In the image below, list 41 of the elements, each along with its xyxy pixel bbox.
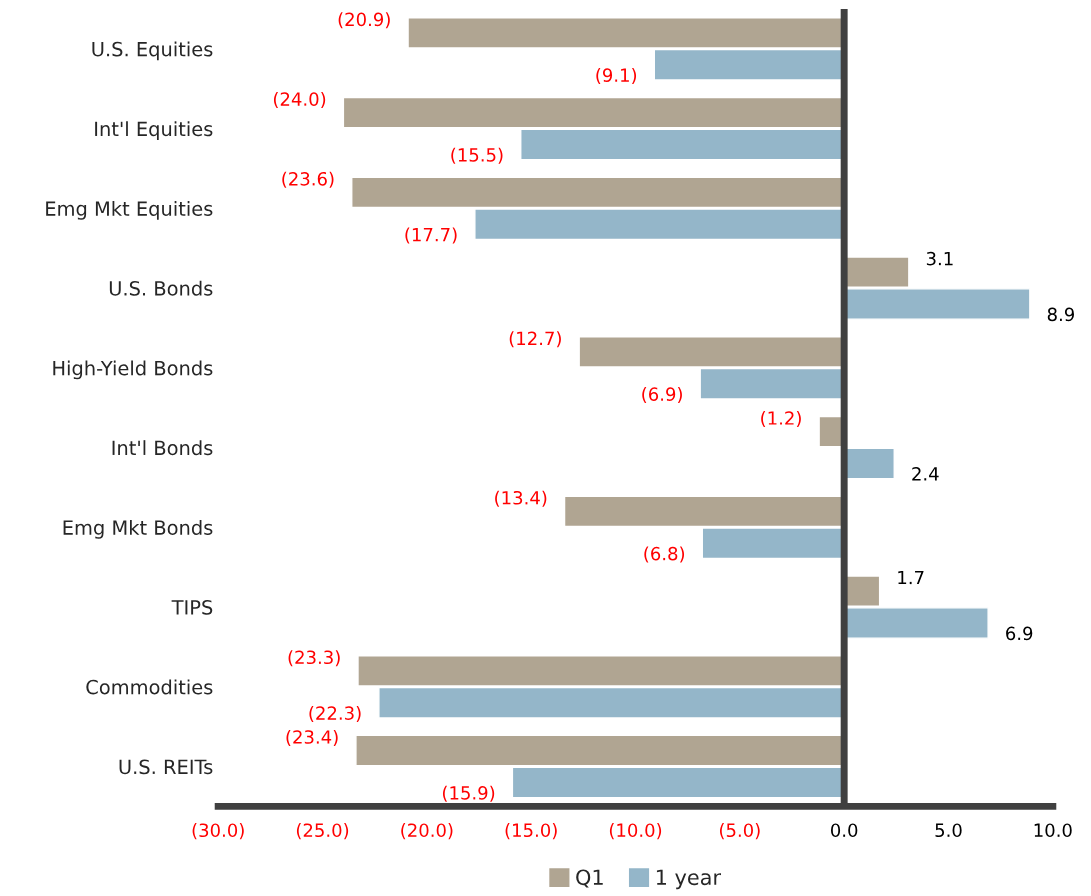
data-label: (22.3) [309,705,361,723]
y-tick-label: Emg Mkt Equities [46,200,213,220]
data-label: (15.5) [451,147,503,164]
y-tick-label: Int'l Bonds [112,440,213,456]
data-label: (6.9) [642,387,682,404]
x-tick-label: (20.0) [401,823,453,840]
x-tick-label: 10.0 [1034,823,1072,838]
data-label: (20.9) [338,12,390,29]
y-tick-label: U.S. REITs [119,759,213,775]
data-label: (13.4) [495,490,547,507]
x-tick-label: (5.0) [719,823,760,840]
x-tick-label: (25.0) [296,823,349,840]
data-label: (23.6) [282,171,334,188]
y-tick-label: U.S. Equities [92,41,213,61]
legend-label: 1 year [656,869,722,890]
data-label: (24.0) [273,91,326,109]
y-tick-label: Emg Mkt Bonds [63,519,213,539]
x-tick-label: (30.0) [192,823,244,840]
x-tick-label: (15.0) [505,823,557,840]
x-tick-label: (10.0) [609,823,662,840]
data-label: (6.8) [644,546,685,563]
data-label: (9.1) [596,68,637,85]
x-tick-label: 5.0 [935,823,962,838]
legend-label: Q1 [576,869,603,888]
y-tick-label: TIPS [171,600,213,615]
y-tick-label: High-Yield Bonds [53,360,213,380]
data-label: (23.3) [288,650,340,667]
data-label: (1.2) [761,410,801,427]
data-label: (12.7) [509,331,561,348]
data-label: 8.9 [1047,307,1074,322]
data-label: 1.7 [898,570,924,585]
data-label: (23.4) [286,729,338,746]
data-label: 2.4 [912,467,939,481]
y-tick-label: Commodities [86,679,213,695]
data-label: 6.9 [1006,626,1033,641]
y-tick-label: U.S. Bonds [109,280,213,296]
data-label: 3.1 [926,251,953,266]
data-label: (15.9) [442,785,495,802]
x-tick-label: 0.0 [830,823,858,838]
y-tick-label: Int'l Equities [95,121,213,141]
data-label: (17.7) [405,227,457,244]
